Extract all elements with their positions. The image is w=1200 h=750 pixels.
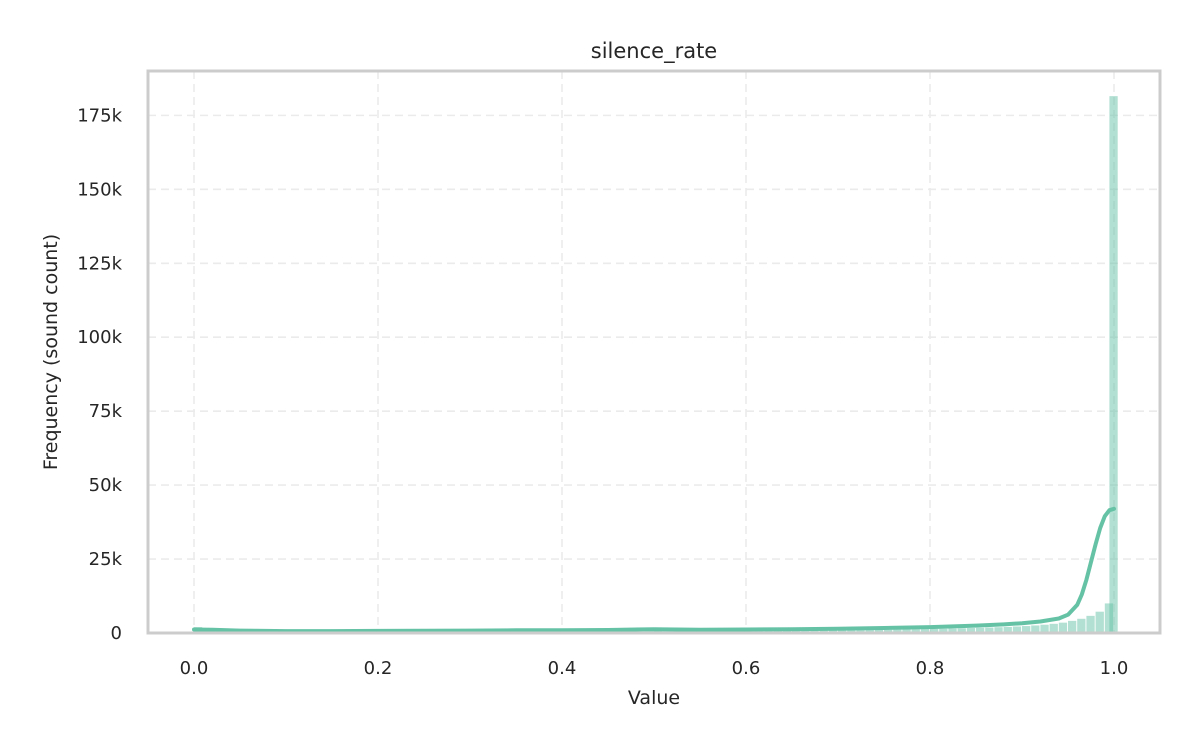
histogram-bar-86 [985, 627, 994, 633]
histogram-bar-90 [1022, 626, 1031, 633]
bars-layer [194, 96, 1118, 634]
histogram-bar-82 [948, 628, 957, 633]
histogram-bar-98 [1095, 611, 1104, 633]
chart-title: silence_rate [591, 39, 717, 64]
y-tick-label-3: 75k [89, 401, 123, 422]
histogram-bar-75 [884, 629, 893, 633]
y-tick-label-2: 50k [89, 475, 123, 496]
histogram-bar-89 [1012, 626, 1022, 633]
histogram-bar-94 [1058, 622, 1068, 633]
plot-frame [146, 69, 1162, 635]
y-tick-label-7: 175k [77, 105, 122, 126]
histogram-bar-83 [957, 628, 966, 633]
y-tick-labels: 0 25k 50k 75k 100k 125k 150k 175k [77, 105, 122, 644]
histogram-bar-99 [1104, 603, 1114, 633]
x-tick-label-2: 0.4 [548, 658, 577, 679]
kde-layer [192, 506, 1116, 634]
histogram-bar-74 [874, 629, 884, 633]
histogram-bar-80 [930, 628, 939, 633]
x-tick-label-1: 0.2 [364, 658, 393, 679]
x-tick-labels: 0.0 0.2 0.4 0.6 0.8 1.0 [180, 658, 1129, 679]
y-tick-label-0: 0 [111, 623, 122, 644]
histogram-bar-87 [994, 627, 1003, 633]
histogram-bar-78 [911, 629, 920, 633]
y-tick-label-4: 100k [77, 327, 122, 348]
histogram-bar-93 [1049, 623, 1058, 633]
x-tick-label-3: 0.6 [732, 658, 761, 679]
kde-curve [192, 506, 1116, 634]
histogram-bar-84 [966, 628, 976, 633]
x-tick-label-5: 1.0 [1100, 658, 1129, 679]
histogram-bar-92 [1040, 624, 1049, 633]
histogram-bar-76 [893, 629, 902, 633]
histogram-bar-final [1109, 96, 1118, 634]
histogram-bar-95 [1068, 620, 1077, 633]
histogram-bar-91 [1031, 625, 1040, 633]
histogram-bar-81 [939, 628, 948, 633]
histogram-bar-79 [920, 629, 930, 633]
x-axis-label: Value [628, 687, 680, 709]
x-tick-label-0: 0.0 [180, 658, 209, 679]
y-tick-label-6: 150k [77, 179, 122, 200]
histogram-bar-85 [976, 627, 985, 633]
histogram-bar-96 [1077, 618, 1086, 633]
histogram-bar-77 [902, 629, 911, 633]
histogram-bar-97 [1086, 615, 1095, 633]
grid-layer [148, 71, 1160, 634]
histogram-bar-88 [1003, 626, 1012, 633]
x-tick-label-4: 0.8 [916, 658, 945, 679]
y-tick-label-1: 25k [89, 549, 123, 570]
y-tick-label-5: 125k [77, 253, 122, 274]
y-axis-label: Frequency (sound count) [40, 234, 62, 470]
